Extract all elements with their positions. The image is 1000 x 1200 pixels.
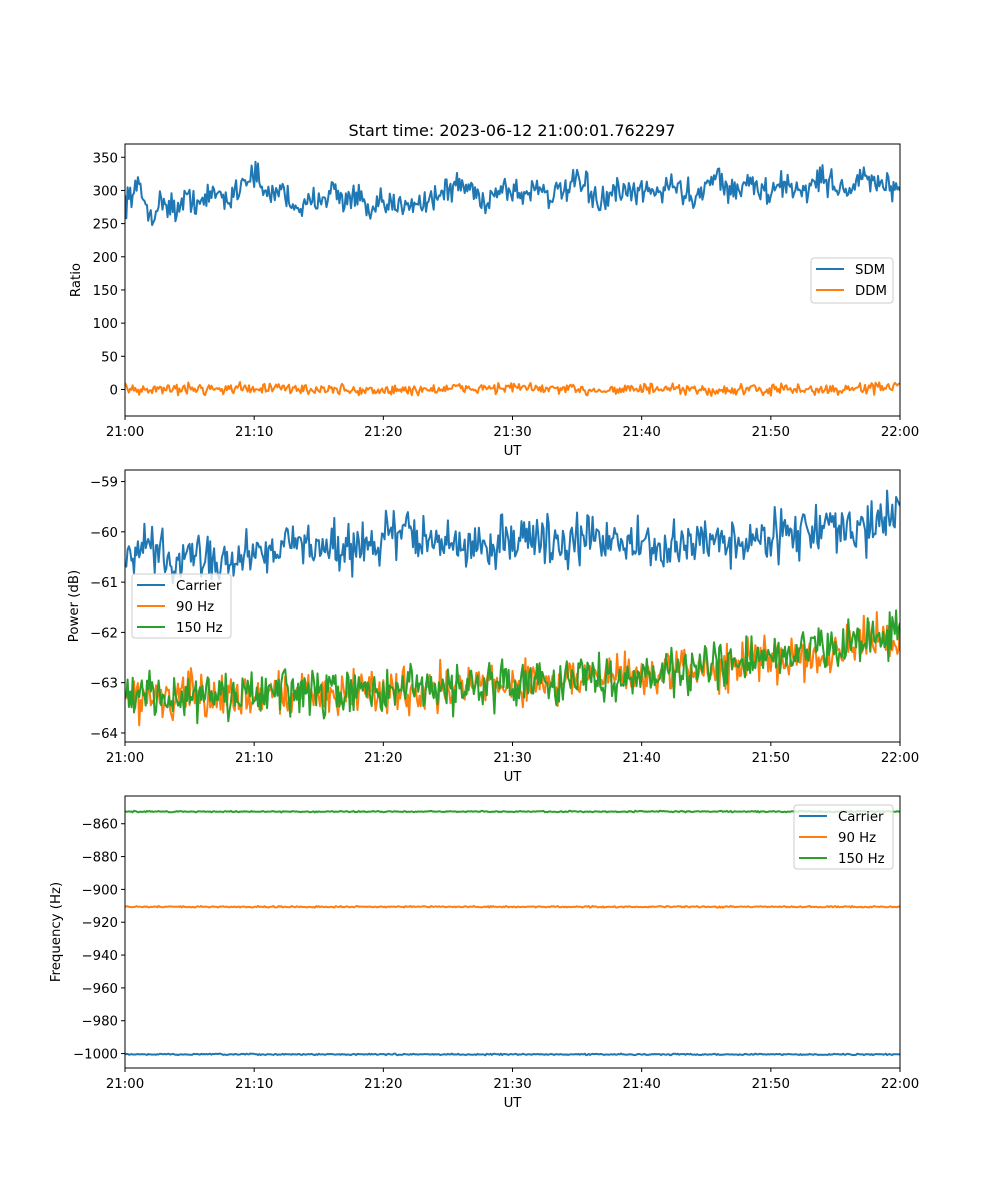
series-line-ddm <box>125 381 900 397</box>
panels: 21:00 21:10 21:20 21:30 21:40 21:50 22:00 0 50 10… <box>49 143 919 1111</box>
y-tick-label: −59 <box>90 476 118 491</box>
x-tick-label: 21:00 <box>106 1077 144 1092</box>
y-tick-label: −980 <box>81 1015 118 1030</box>
legend: Carrier 90 Hz 150 Hz <box>793 804 894 870</box>
y-axis-label: Ratio <box>69 263 84 297</box>
legend-entry-label: SDM <box>855 263 885 278</box>
legend: SDM DDM <box>810 257 894 304</box>
x-tick-label: 21:50 <box>752 751 790 766</box>
series-group <box>125 489 900 727</box>
y-tick-label: −900 <box>81 883 118 898</box>
series-line-150-hz <box>125 809 900 814</box>
y-tick-label: −920 <box>81 916 118 931</box>
x-tick-label: 21:40 <box>623 425 661 440</box>
legend-entry-label: Carrier <box>176 579 222 594</box>
legend-entry-label: DDM <box>855 284 887 299</box>
y-tick-label: −860 <box>81 818 118 833</box>
legend-entry-label: 150 Hz <box>838 852 885 867</box>
y-tick-label: −61 <box>90 576 118 591</box>
y-tick-label: −880 <box>81 851 118 866</box>
x-tick-label: 21:40 <box>623 751 661 766</box>
y-tick-label: −960 <box>81 982 118 997</box>
x-axis-label: UT <box>504 1096 523 1111</box>
legend-entry-label: 90 Hz <box>176 600 214 615</box>
x-tick-label: 22:00 <box>881 1077 919 1092</box>
x-tick-label: 21:40 <box>623 1077 661 1092</box>
x-tick-label: 21:30 <box>493 751 531 766</box>
x-tick-label: 21:30 <box>493 425 531 440</box>
y-axis-label: Power (dB) <box>67 570 82 642</box>
chart-panel-3: 21:00 21:10 21:20 21:30 21:40 21:50 22:00 −1000… <box>49 795 919 1111</box>
legend-entry-label: Carrier <box>838 810 884 825</box>
x-axis-label: UT <box>504 770 523 785</box>
chart-panel-2: 21:00 21:10 21:20 21:30 21:40 21:50 22:00 −64 −6… <box>67 469 919 785</box>
y-tick-label: −62 <box>90 626 118 641</box>
y-tick-label: 100 <box>93 317 118 332</box>
legend-box <box>793 804 894 870</box>
y-tick-label: 300 <box>93 184 118 199</box>
legend-entry-label: 90 Hz <box>838 831 876 846</box>
y-tick-label: −940 <box>81 949 118 964</box>
series-line-carrier <box>125 1052 900 1057</box>
y-tick-label: 250 <box>93 218 118 233</box>
y-tick-label: 200 <box>93 251 118 266</box>
series-group <box>125 160 900 397</box>
x-tick-label: 21:10 <box>235 751 273 766</box>
x-tick-label: 21:00 <box>106 751 144 766</box>
figure-title: Start time: 2023-06-12 21:00:01.762297 <box>349 121 676 140</box>
x-tick-label: 21:50 <box>752 1077 790 1092</box>
x-tick-label: 21:10 <box>235 1077 273 1092</box>
legend-box <box>131 573 232 639</box>
y-tick-label: 150 <box>93 284 118 299</box>
series-line-150-hz <box>125 609 900 725</box>
y-tick-label: 50 <box>101 350 118 365</box>
x-tick-label: 21:50 <box>752 425 790 440</box>
y-tick-label: −60 <box>90 526 118 541</box>
x-tick-label: 21:20 <box>364 751 402 766</box>
x-tick-label: 21:20 <box>364 1077 402 1092</box>
chart-panel-1: 21:00 21:10 21:20 21:30 21:40 21:50 22:00 0 50 10… <box>69 143 919 459</box>
series-line-carrier <box>125 489 900 584</box>
y-tick-label: 350 <box>93 151 118 166</box>
x-tick-label: 21:00 <box>106 425 144 440</box>
y-axis-label: Frequency (Hz) <box>49 882 64 982</box>
x-tick-label: 22:00 <box>881 425 919 440</box>
y-tick-label: −64 <box>90 727 118 742</box>
series-line-90-hz <box>125 904 900 909</box>
series-line-sdm <box>125 160 900 227</box>
series-group <box>125 809 900 1057</box>
series-line-90-hz <box>125 611 900 727</box>
y-tick-label: −1000 <box>73 1048 118 1063</box>
y-tick-label: −63 <box>90 677 118 692</box>
x-tick-label: 21:20 <box>364 425 402 440</box>
legend: Carrier 90 Hz 150 Hz <box>131 573 232 639</box>
x-tick-label: 21:30 <box>493 1077 531 1092</box>
x-tick-label: 21:10 <box>235 425 273 440</box>
y-tick-label: 0 <box>110 383 118 398</box>
x-tick-label: 22:00 <box>881 751 919 766</box>
x-axis-label: UT <box>504 444 523 459</box>
legend-entry-label: 150 Hz <box>176 621 223 636</box>
